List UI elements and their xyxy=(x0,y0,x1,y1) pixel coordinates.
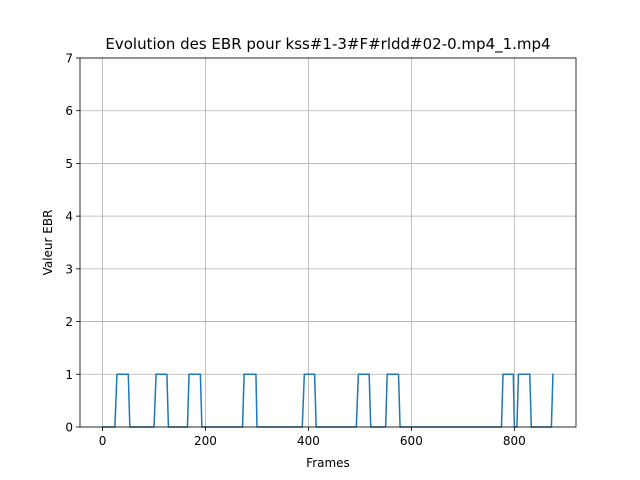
y-axis: 0 1 2 3 4 5 6 7 xyxy=(65,52,80,435)
y-tick-label: 4 xyxy=(65,210,73,224)
x-tick-label: 800 xyxy=(503,434,526,448)
x-tick-label: 600 xyxy=(400,434,423,448)
series-layer xyxy=(101,373,554,428)
y-tick-label: 1 xyxy=(65,368,73,382)
x-axis-label: Frames xyxy=(306,456,350,470)
x-tick-label: 0 xyxy=(99,434,107,448)
ebr-series-line xyxy=(101,373,554,428)
y-axis-label: Valeur EBR xyxy=(41,210,55,276)
plot-frame xyxy=(79,57,577,428)
y-tick-label: 6 xyxy=(65,104,73,118)
y-tick-label: 0 xyxy=(65,421,73,435)
y-tick-label: 7 xyxy=(65,52,73,66)
grid xyxy=(80,57,576,428)
y-tick-label: 5 xyxy=(65,157,73,171)
x-tick-label: 200 xyxy=(194,434,217,448)
y-tick-label: 3 xyxy=(65,262,73,276)
x-axis: 0 200 400 600 800 xyxy=(99,427,526,448)
y-tick-label: 2 xyxy=(65,315,73,329)
x-tick-label: 400 xyxy=(297,434,320,448)
chart-title: Evolution des EBR pour kss#1-3#F#rldd#02… xyxy=(105,35,550,54)
